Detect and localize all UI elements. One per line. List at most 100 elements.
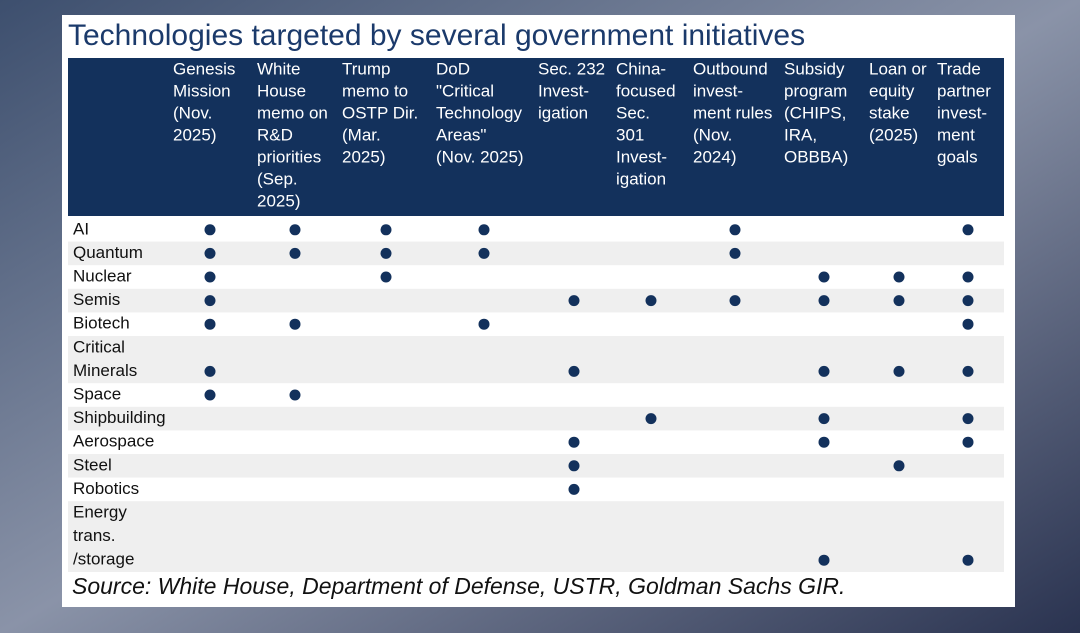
- dot: [729, 295, 741, 307]
- dot: [962, 365, 974, 377]
- column-header: (CHIPS,: [784, 103, 846, 122]
- dot: [289, 389, 301, 401]
- column-header: IRA,: [784, 125, 817, 144]
- dot: [478, 318, 490, 330]
- dot: [818, 554, 830, 566]
- column-header: (Mar.: [342, 125, 381, 144]
- column-header: Invest-: [538, 81, 589, 100]
- column-header: igation: [616, 169, 666, 188]
- dot: [568, 365, 580, 377]
- row-label: Quantum: [73, 243, 143, 262]
- column-header: "Critical: [436, 81, 494, 100]
- column-header: Sec. 232: [538, 59, 605, 78]
- column-header: Invest-: [616, 147, 667, 166]
- dot: [893, 295, 905, 307]
- dot: [645, 295, 657, 307]
- dot: [962, 224, 974, 236]
- dot: [380, 271, 392, 283]
- dot: [204, 247, 216, 259]
- column-header: Subsidy: [784, 59, 845, 78]
- column-header: stake: [869, 103, 910, 122]
- column-header: Technology: [436, 103, 523, 122]
- column-header: Mission: [173, 81, 231, 100]
- column-header: R&D: [257, 125, 293, 144]
- dot: [380, 247, 392, 259]
- column-header: program: [784, 81, 847, 100]
- source: Source: White House, Department of Defen…: [72, 573, 845, 599]
- column-header: (Nov.: [693, 125, 732, 144]
- column-header: (2025): [869, 125, 918, 144]
- column-header: ment: [937, 125, 975, 144]
- dot: [289, 318, 301, 330]
- dot: [818, 365, 830, 377]
- column-header: Genesis: [173, 59, 235, 78]
- column-header: House: [257, 81, 306, 100]
- column-header: Loan or: [869, 59, 927, 78]
- column-header: focused: [616, 81, 676, 100]
- column-header: memo on: [257, 103, 328, 122]
- title: Technologies targeted by several governm…: [68, 19, 805, 52]
- column-header: 2025): [342, 147, 385, 166]
- dot: [204, 365, 216, 377]
- dot: [568, 483, 580, 495]
- column-header: DoD: [436, 59, 470, 78]
- row-label: Aerospace: [73, 432, 154, 451]
- dot: [962, 554, 974, 566]
- column-header: Outbound: [693, 59, 768, 78]
- column-header: OBBBA): [784, 147, 848, 166]
- table: Genesis Mission (Nov. 2025) White House memo o…: [68, 59, 1004, 572]
- row-label: Shipbuilding: [73, 408, 166, 427]
- column-header: invest-: [937, 103, 987, 122]
- dot: [289, 247, 301, 259]
- dot: [568, 460, 580, 472]
- dot: [478, 224, 490, 236]
- row-label: Space: [73, 384, 121, 403]
- dot: [568, 436, 580, 448]
- column-header: partner: [937, 81, 991, 100]
- column-header: invest-: [693, 81, 743, 100]
- row-shade: [68, 501, 1004, 572]
- dot: [204, 271, 216, 283]
- dot: [818, 436, 830, 448]
- row-label: Semis: [73, 290, 120, 309]
- dot: [204, 295, 216, 307]
- row-label: trans.: [73, 526, 116, 545]
- dot: [568, 295, 580, 307]
- column-header: China-: [616, 59, 666, 78]
- dot: [818, 271, 830, 283]
- column-header: (Sep.: [257, 169, 298, 188]
- row-shade: [68, 336, 1004, 384]
- dot: [962, 413, 974, 425]
- row-label: Minerals: [73, 361, 137, 380]
- column-header: Areas": [436, 125, 486, 144]
- row-label: AI: [73, 219, 89, 238]
- row-label: Energy: [73, 502, 127, 521]
- dot: [204, 224, 216, 236]
- column-header: White: [257, 59, 300, 78]
- dot: [204, 389, 216, 401]
- column-header: goals: [937, 147, 978, 166]
- dot: [818, 413, 830, 425]
- dot: [962, 318, 974, 330]
- column-header: (Nov. 2025): [436, 147, 524, 166]
- header-band: [68, 58, 1004, 216]
- column-header: ment rules: [693, 103, 772, 122]
- column-header: 2024): [693, 147, 736, 166]
- dot: [729, 224, 741, 236]
- column-header: (Nov.: [173, 103, 212, 122]
- column-header: 301: [616, 125, 644, 144]
- row-shade: [68, 288, 1004, 313]
- row-shade: [68, 454, 1004, 478]
- dot: [962, 295, 974, 307]
- row-label: Robotics: [73, 479, 139, 498]
- row-shade: [68, 406, 1004, 431]
- row-label: Nuclear: [73, 266, 132, 285]
- column-header: equity: [869, 81, 915, 100]
- dot: [478, 247, 490, 259]
- column-header: igation: [538, 103, 588, 122]
- dot: [818, 295, 830, 307]
- column-header: priorities: [257, 147, 321, 166]
- dot: [204, 318, 216, 330]
